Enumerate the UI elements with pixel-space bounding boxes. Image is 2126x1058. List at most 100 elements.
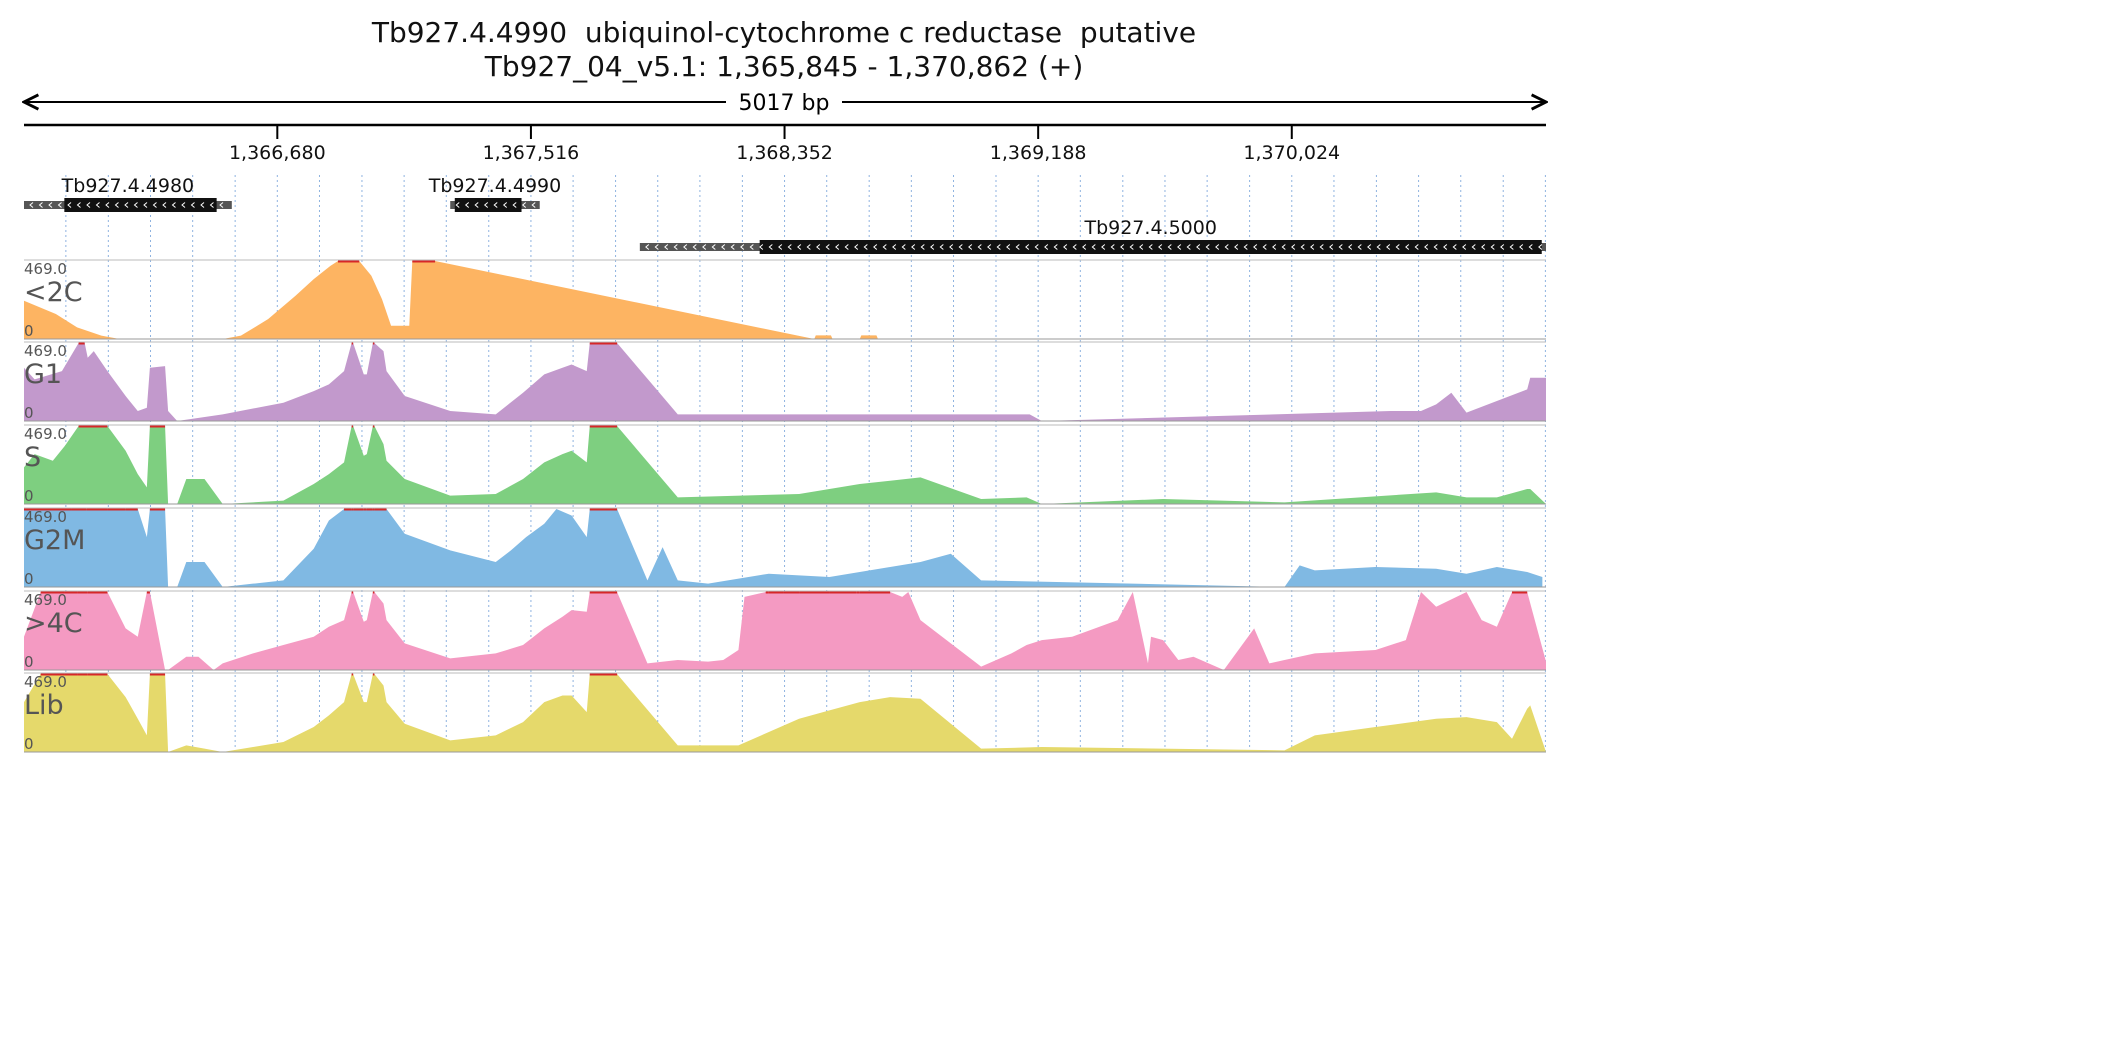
strand-arrow <box>825 244 830 250</box>
coverage-track: 469.0 0 G2M <box>24 507 1546 588</box>
strand-arrow <box>76 202 81 208</box>
strand-arrow <box>464 202 470 208</box>
strand-arrow <box>1319 244 1324 250</box>
strand-arrow <box>512 202 517 208</box>
strand-arrow <box>181 202 186 208</box>
strand-arrow <box>1490 244 1495 250</box>
strand-arrow <box>152 202 157 208</box>
gene-label: Tb927.4.4980 <box>61 175 194 197</box>
chart-title: Tb927.4.4990 ubiquinol-cytochrome c redu… <box>371 16 1197 49</box>
span-indicator: 5017 bp <box>24 88 1546 116</box>
track-name: S <box>24 442 41 473</box>
strand-arrow <box>521 202 527 208</box>
y-max-label: 469.0 <box>24 591 67 609</box>
strand-arrow <box>1082 244 1087 250</box>
x-axis: 1,366,680 1,367,516 1,368,352 1,369,188 1,37… <box>24 123 1546 164</box>
strand-arrow <box>95 202 100 208</box>
strand-arrow <box>768 244 773 250</box>
strand-arrow <box>721 244 726 250</box>
strand-arrow <box>1025 244 1030 250</box>
strand-arrow <box>1186 244 1191 250</box>
strand-arrow <box>949 244 954 250</box>
strand-arrow <box>1471 244 1476 250</box>
strand-arrow <box>209 202 214 208</box>
axis-tick-label: 1,368,352 <box>736 142 833 164</box>
strand-arrow <box>162 202 167 208</box>
strand-arrow <box>892 244 897 250</box>
strand-arrow <box>901 244 906 250</box>
coverage-track: 469.0 0 <2C <box>24 259 1546 340</box>
axis-tick-label: 1,366,680 <box>229 142 326 164</box>
strand-arrow <box>1063 244 1068 250</box>
strand-arrow <box>1310 244 1315 250</box>
track-name: >4C <box>24 608 83 639</box>
strand-arrow <box>958 244 963 250</box>
strand-arrow <box>1433 244 1438 250</box>
strand-arrow <box>711 244 716 250</box>
strand-arrow <box>1253 244 1258 250</box>
strand-arrow <box>1414 244 1419 250</box>
track-name: G1 <box>24 359 62 390</box>
coverage-track: 469.0 0 >4C <box>24 590 1546 671</box>
y-max-label: 469.0 <box>24 260 67 278</box>
strand-arrow <box>1072 244 1077 250</box>
strand-arrow <box>1158 244 1163 250</box>
track-name: <2C <box>24 277 83 308</box>
strand-arrow <box>844 244 849 250</box>
strand-arrow <box>920 244 925 250</box>
strand-arrow <box>483 202 489 208</box>
strand-arrow <box>1177 244 1182 250</box>
strand-arrow <box>873 244 878 250</box>
y-max-label: 469.0 <box>24 342 67 360</box>
strand-arrow <box>692 244 697 250</box>
axis-tick-label: 1,370,024 <box>1243 142 1340 164</box>
strand-arrow <box>740 244 745 250</box>
gene-cds <box>64 198 217 212</box>
strand-arrow <box>1224 244 1229 250</box>
coverage-tracks: 469.00<2C469.00G1469.00S469.00G2M469.00>… <box>24 259 1546 753</box>
strand-arrow <box>133 202 138 208</box>
y-min-label: 0 <box>24 570 34 588</box>
strand-arrow <box>1462 244 1467 250</box>
strand-arrow <box>1139 244 1144 250</box>
coverage-area <box>24 343 1546 421</box>
strand-arrow <box>863 244 868 250</box>
strand-arrow <box>930 244 935 250</box>
strand-arrow <box>1452 244 1457 250</box>
coverage-track: 469.0 0 Lib <box>24 672 1546 753</box>
strand-arrow <box>493 202 498 208</box>
strand-arrow <box>797 244 802 250</box>
strand-arrow <box>86 202 91 208</box>
strand-arrow <box>1357 244 1362 250</box>
strand-arrow <box>105 202 110 208</box>
strand-arrow <box>57 202 62 208</box>
strand-arrow <box>1243 244 1248 250</box>
strand-arrow <box>996 244 1001 250</box>
strand-arrow <box>1101 244 1106 250</box>
coverage-area <box>24 426 1546 504</box>
strand-arrow <box>673 244 678 250</box>
gene-label: Tb927.4.5000 <box>1083 217 1216 239</box>
strand-arrow <box>1300 244 1305 250</box>
span-label-bg <box>726 88 842 116</box>
strand-arrow <box>1167 244 1172 250</box>
coverage-area <box>24 674 1546 752</box>
strand-arrow <box>778 244 783 250</box>
y-max-label: 469.0 <box>24 673 67 691</box>
strand-arrow <box>1291 244 1296 250</box>
strand-arrow <box>645 244 650 250</box>
strand-arrow <box>1443 244 1448 250</box>
strand-arrow <box>531 202 536 208</box>
chart-title-block: Tb927.4.4990 ubiquinol-cytochrome c redu… <box>0 16 1568 84</box>
strand-arrow <box>1538 244 1543 250</box>
strand-arrow <box>911 244 916 250</box>
strand-arrow <box>1215 244 1220 250</box>
strand-arrow <box>1234 244 1239 250</box>
strand-arrow <box>48 202 53 208</box>
strand-arrow <box>143 202 148 208</box>
strand-arrow <box>816 244 821 250</box>
strand-arrow <box>654 244 659 250</box>
strand-arrow <box>1367 244 1372 250</box>
strand-arrow <box>1376 244 1381 250</box>
strand-arrow <box>1519 244 1524 250</box>
